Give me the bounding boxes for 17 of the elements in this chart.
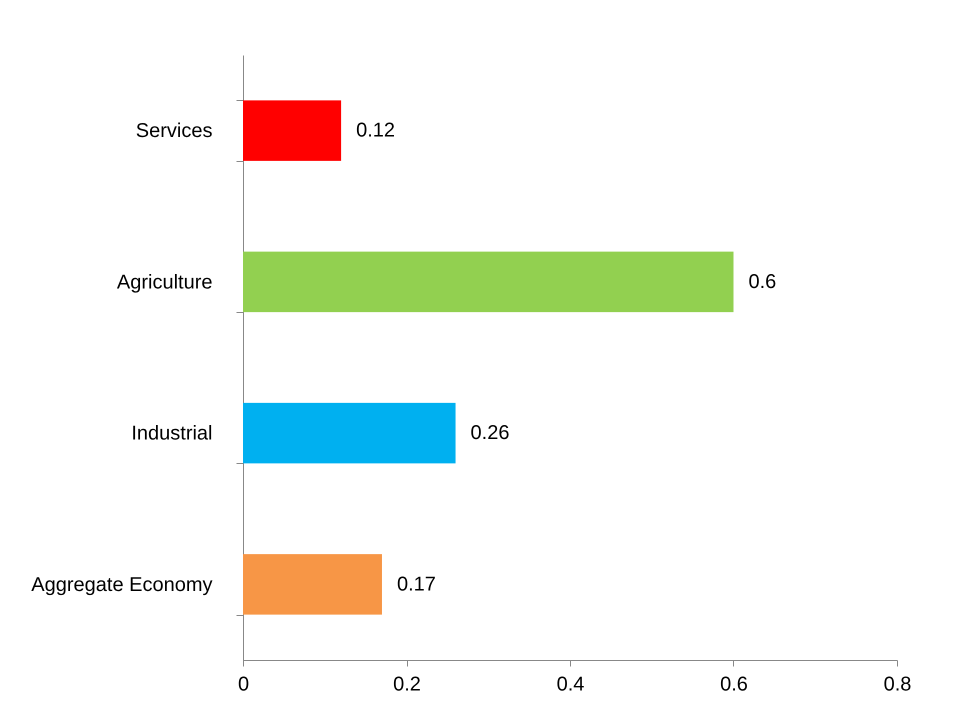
x-tick-label: 0.4 bbox=[556, 674, 584, 696]
bar bbox=[243, 554, 382, 615]
data-label: 0.17 bbox=[396, 573, 436, 596]
bar bbox=[243, 252, 734, 312]
bar bbox=[243, 402, 456, 464]
y-tick-label: Services bbox=[136, 120, 212, 142]
y-tick-label: Industrial bbox=[131, 422, 212, 445]
data-label: 0.12 bbox=[356, 120, 396, 142]
x-tick-label: 0 bbox=[238, 674, 250, 696]
bar bbox=[243, 100, 342, 161]
y-tick-label: Aggregate Economy bbox=[31, 574, 212, 596]
data-label: 0.26 bbox=[470, 422, 510, 444]
y-tick-label: Agriculture bbox=[116, 271, 212, 294]
x-tick-label: 0.8 bbox=[884, 674, 912, 696]
x-tick-label: 0.2 bbox=[393, 674, 421, 696]
x-tick-label: 0.6 bbox=[720, 674, 748, 696]
data-label: 0.6 bbox=[748, 270, 776, 293]
